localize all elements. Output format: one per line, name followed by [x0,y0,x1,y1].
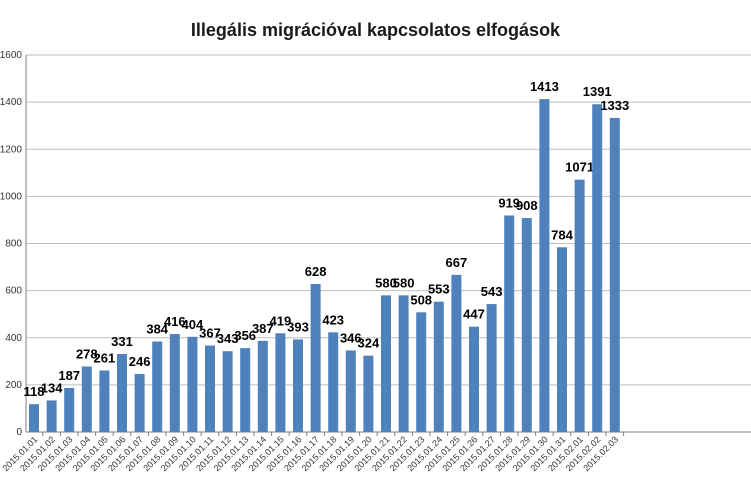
data-label: 367 [199,326,221,341]
data-label: 1413 [530,79,559,94]
bar [539,99,550,432]
data-label: 1391 [583,84,612,99]
y-tick-label: 200 [5,380,22,391]
bar [469,326,479,432]
bar [416,312,427,432]
bar [486,304,497,432]
data-label: 919 [498,195,520,210]
data-label: 331 [111,334,133,349]
data-label: 384 [146,322,168,337]
y-tick-label: 800 [5,239,22,250]
data-label: 134 [41,380,63,395]
data-label: 346 [340,330,362,345]
bar [222,351,233,432]
bar [363,355,374,432]
bar [187,336,198,432]
data-label: 784 [551,227,573,242]
bar [257,340,268,432]
bar [574,179,585,432]
chart-title: Illegális migrációval kapcsolatos elfogá… [190,20,561,40]
y-tick-label: 1000 [0,191,22,202]
bar [328,332,339,432]
data-label: 543 [481,284,503,299]
data-label: 667 [446,255,468,270]
bar [99,370,110,432]
data-label: 393 [287,319,309,334]
data-label: 118 [24,384,45,399]
data-label: 580 [393,275,415,290]
data-label: 1333 [600,98,629,113]
y-tick-label: 1400 [0,97,22,108]
data-label: 447 [463,307,485,322]
bar [592,104,603,432]
data-label: 419 [270,313,292,328]
bar [504,215,515,432]
data-label: 553 [428,282,450,297]
data-label: 187 [58,368,80,383]
bar [557,247,567,432]
bar [117,354,127,432]
data-label: 324 [358,336,380,351]
data-label: 416 [164,314,186,329]
data-label: 343 [217,331,239,346]
y-tick-label: 400 [5,333,22,344]
y-tick-label: 1600 [0,50,22,61]
bar [64,387,75,432]
bar [398,295,409,432]
bar [451,274,462,432]
bar [46,400,57,432]
bar [275,333,286,432]
bar [134,374,145,432]
data-label: 246 [129,354,151,369]
bar [609,117,620,433]
bar [381,295,391,432]
data-label: 356 [234,328,256,343]
y-tick-label: 1200 [0,144,22,155]
bar [240,348,251,432]
y-tick-label: 0 [16,427,22,438]
data-label: 908 [516,198,538,213]
bar [205,345,215,432]
bar [169,333,180,432]
bar [29,404,39,432]
data-label: 387 [252,321,274,336]
bar [345,350,356,432]
bar [521,218,532,432]
data-label: 261 [94,351,116,366]
data-label: 628 [305,264,327,279]
bar [81,366,92,432]
bar [310,284,321,432]
bar [433,301,444,432]
data-label: 278 [76,346,98,361]
data-label: 508 [410,292,432,307]
bar [152,341,163,432]
bar [293,339,303,432]
data-label: 423 [322,312,344,327]
y-tick-label: 600 [5,286,22,297]
data-label: 404 [182,317,204,332]
data-label: 580 [375,275,397,290]
data-label: 1071 [565,160,594,175]
